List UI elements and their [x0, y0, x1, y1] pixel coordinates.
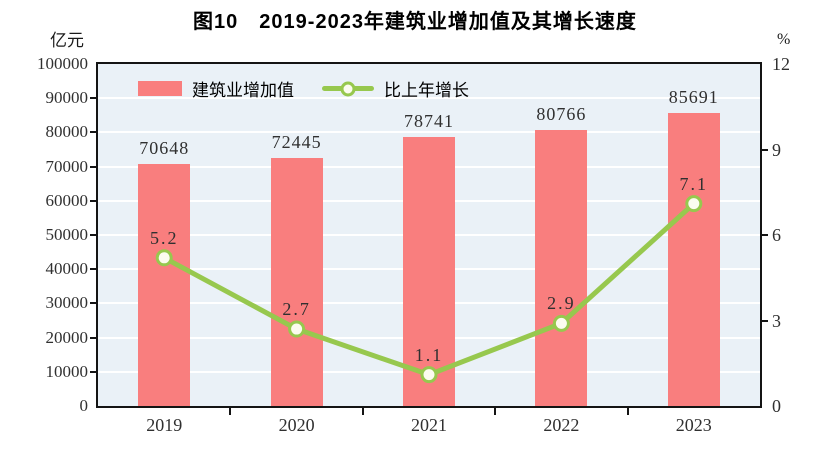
right-axis-tick — [760, 148, 768, 151]
legend-line-swatch-icon — [322, 81, 374, 96]
bar — [403, 136, 455, 406]
x-axis-category-label: 2019 — [146, 415, 183, 435]
left-axis-unit: 亿元 — [50, 31, 84, 50]
y-axis-tick — [90, 199, 98, 202]
right-axis-tick-label: 0 — [772, 396, 781, 416]
y-axis-tick — [90, 234, 98, 236]
legend-bar-swatch-icon — [138, 81, 182, 96]
y-axis-tick — [90, 370, 98, 373]
bar-value-label: 80766 — [536, 103, 587, 124]
y-axis-tick-label: 60000 — [45, 190, 89, 210]
right-axis-tick-label: 6 — [772, 225, 781, 245]
line-marker — [155, 249, 173, 267]
x-axis-tick — [626, 406, 629, 415]
line-marker — [552, 314, 570, 332]
gridline — [98, 131, 760, 134]
bar-value-label: 72445 — [271, 132, 322, 153]
x-axis-tick — [361, 406, 364, 415]
line-value-label: 7.1 — [679, 173, 709, 194]
legend-line-label: 比上年增长 — [384, 81, 469, 100]
x-axis-category-label: 2022 — [543, 415, 580, 435]
growth-line-chart — [155, 195, 703, 384]
x-axis-tick — [229, 406, 232, 415]
y-axis-tick-label: 10000 — [45, 361, 89, 381]
legend-bar-label: 建筑业增加值 — [192, 81, 294, 100]
y-axis-tick — [90, 302, 98, 305]
bar — [667, 112, 720, 406]
line-marker — [420, 366, 438, 384]
legend-line-marker-icon — [340, 81, 356, 96]
line-value-label: 1.1 — [414, 344, 444, 365]
bar — [270, 158, 323, 406]
plot-area: 建筑业增加值 比上年增长 70648 72445 78741 80766 85691 5.… — [96, 62, 762, 408]
y-axis-tick-label: 100000 — [37, 54, 88, 73]
y-axis-tick — [90, 97, 98, 100]
bar — [138, 164, 191, 406]
y-axis-tick-label: 0 — [79, 396, 89, 415]
y-axis-tick — [90, 165, 98, 168]
x-axis-category-label: 2023 — [675, 415, 712, 435]
bar-value-label: 78741 — [404, 110, 454, 131]
right-axis-tick — [760, 319, 768, 322]
right-axis-unit: % — [777, 31, 791, 48]
y-axis-tick-label: 40000 — [45, 259, 89, 279]
chart-title: 图10 2019-2023年建筑业增加值及其增长速度 — [193, 11, 637, 33]
y-axis-tick-label: 90000 — [45, 88, 89, 108]
x-axis-tick — [494, 406, 497, 415]
y-axis-tick-label: 80000 — [45, 122, 89, 142]
line-value-label: 5.2 — [149, 227, 179, 248]
x-axis-category-label: 2021 — [411, 415, 447, 435]
gridline — [98, 97, 760, 100]
right-axis-tick — [760, 234, 768, 236]
y-axis-tick-label: 70000 — [45, 156, 89, 176]
right-axis-tick-label: 3 — [772, 310, 781, 331]
line-value-label: 2.7 — [282, 299, 311, 320]
line-marker — [685, 195, 703, 213]
y-axis-tick-label: 30000 — [45, 293, 89, 313]
y-axis-tick-label: 20000 — [45, 327, 89, 347]
line-marker — [288, 320, 306, 338]
right-axis-tick-label: 9 — [772, 139, 781, 160]
y-axis-tick-label: 50000 — [45, 225, 89, 244]
y-axis-tick — [90, 336, 98, 339]
x-axis-category-label: 2020 — [278, 415, 315, 435]
bar-value-label: 85691 — [668, 86, 719, 107]
right-axis-tick-label: 12 — [772, 54, 790, 74]
bar — [535, 129, 588, 406]
line-value-label: 2.9 — [547, 293, 576, 314]
legend: 建筑业增加值 比上年增长 — [138, 76, 469, 101]
bar-value-label: 70648 — [139, 138, 190, 159]
y-axis-tick — [90, 268, 98, 271]
y-axis-tick — [90, 131, 98, 134]
